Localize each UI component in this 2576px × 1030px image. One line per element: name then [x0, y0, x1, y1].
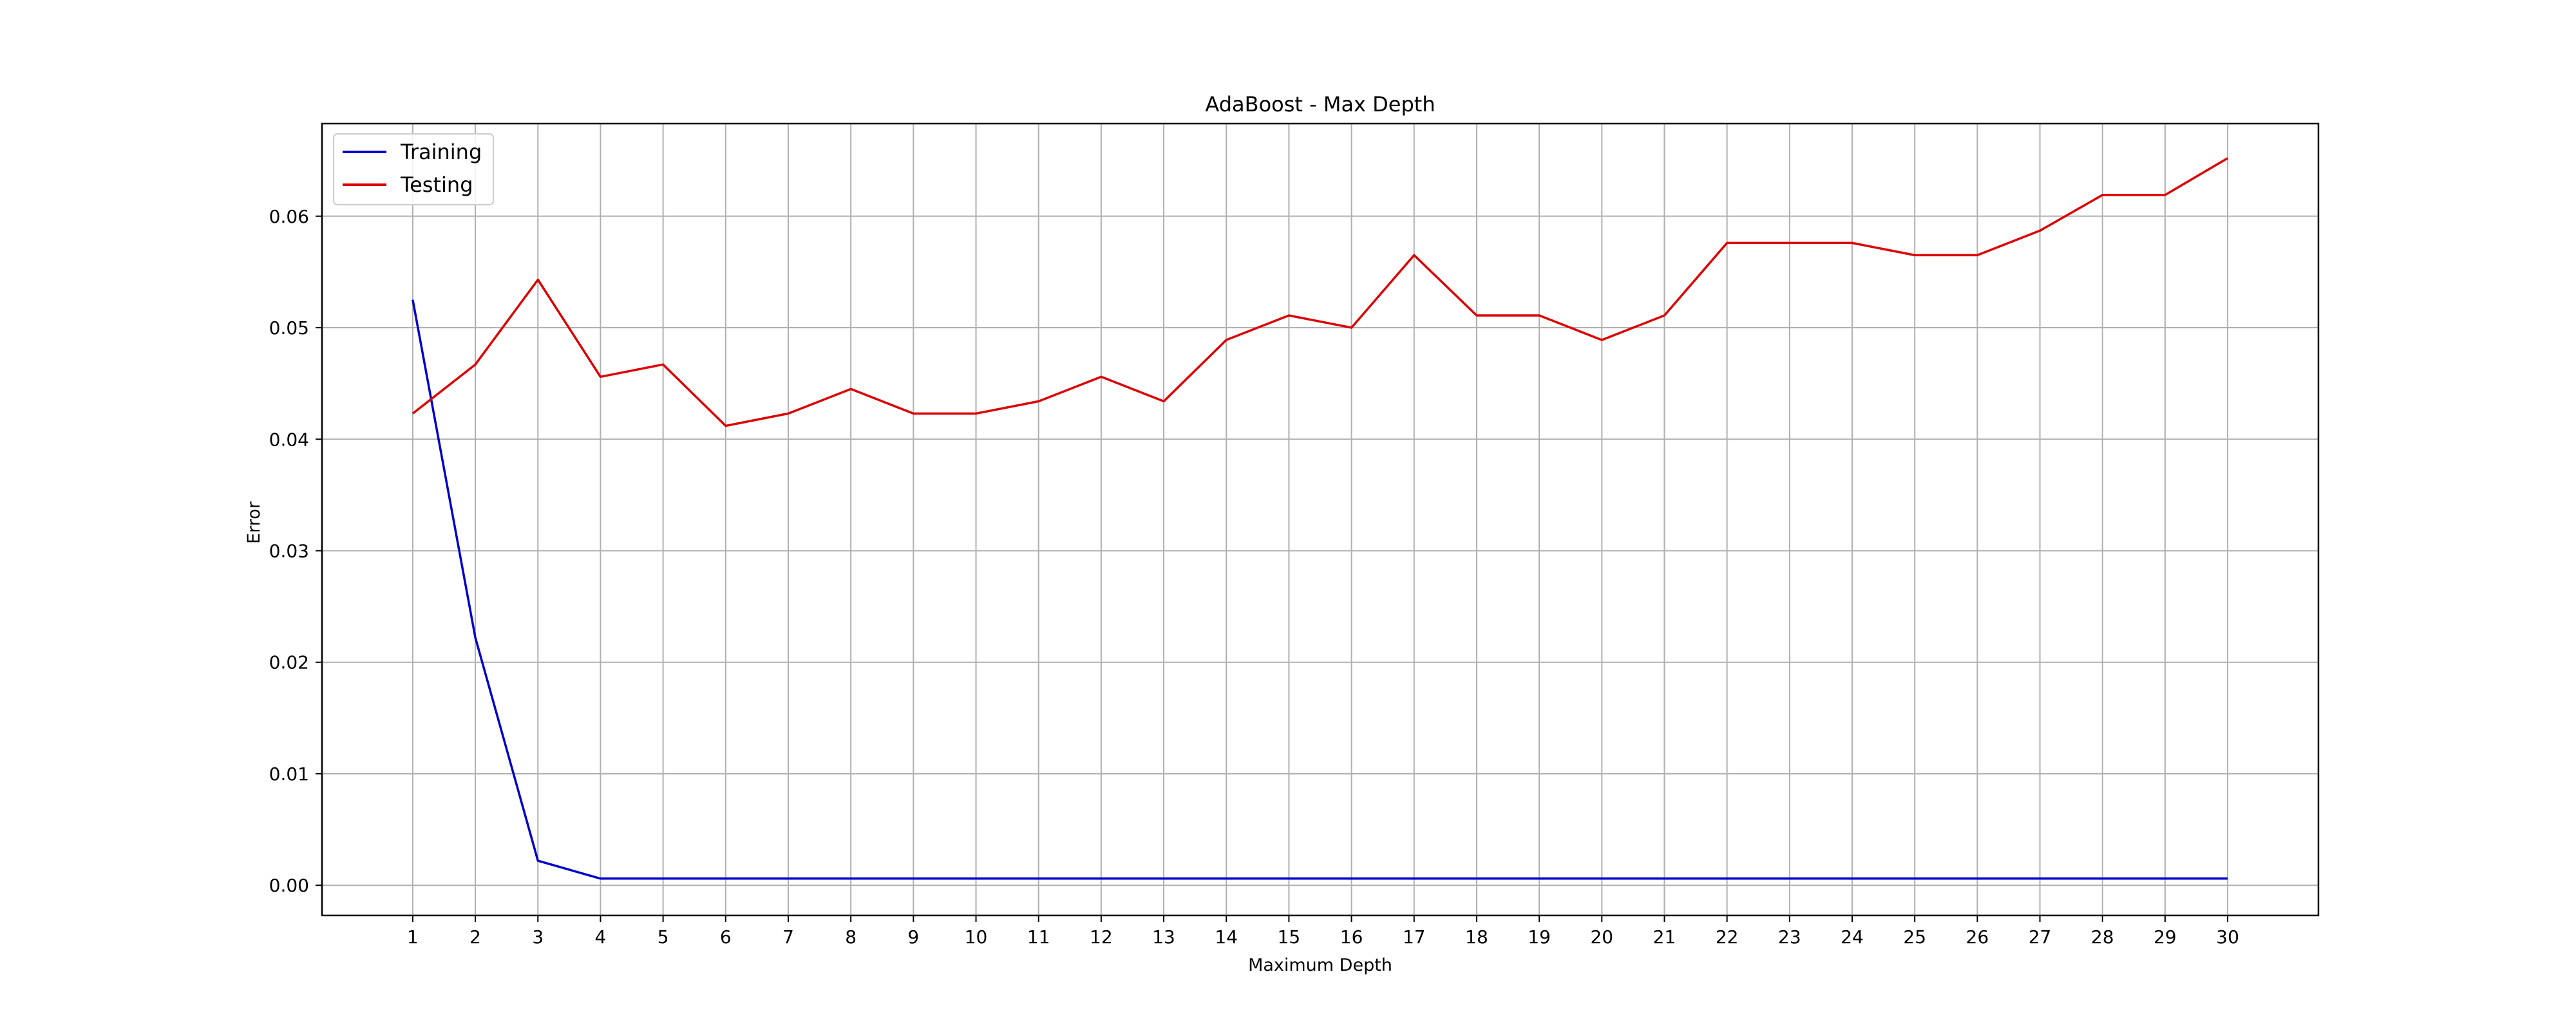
x-tick-label: 20: [1590, 926, 1613, 948]
x-tick-label: 8: [845, 926, 857, 948]
x-tick-label: 1: [407, 926, 419, 948]
x-tick-label: 30: [2216, 926, 2239, 948]
x-tick-label: 29: [2154, 926, 2177, 948]
x-tick-label: 22: [1716, 926, 1739, 948]
x-tick-label: 28: [2091, 926, 2114, 948]
legend: Training Testing: [333, 133, 494, 205]
x-tick-label: 18: [1465, 926, 1488, 948]
plot-area-frame: [321, 122, 2320, 917]
x-tick-label: 26: [1966, 926, 1989, 948]
x-tick-label: 24: [1841, 926, 1864, 948]
x-tick-label: 7: [782, 926, 794, 948]
chart-title: AdaBoost - Max Depth: [1205, 92, 1435, 117]
x-tick-label: 6: [720, 926, 732, 948]
x-tick-label: 17: [1403, 926, 1426, 948]
x-tick-label: 10: [965, 926, 988, 948]
y-axis-label: Error: [244, 501, 264, 544]
series-lines: [412, 157, 2228, 880]
x-tick-label: 11: [1027, 926, 1050, 948]
x-tick-label: 4: [595, 926, 607, 948]
x-tick-label: 25: [1903, 926, 1926, 948]
y-tick-label: 0.02: [269, 652, 309, 673]
series-line-training: [412, 299, 2228, 880]
x-tick-label: 9: [907, 926, 919, 948]
legend-label-testing: Testing: [400, 173, 473, 197]
x-axis-ticks: 1 2 3 4 5 6 7 8 9 10 11 12 13 14 15 16 17 18 19 20 21 22 23 24 2…: [407, 915, 2239, 948]
grid: [322, 124, 2318, 915]
x-tick-label: 19: [1528, 926, 1551, 948]
series-line-testing: [412, 157, 2228, 427]
x-tick-label: 21: [1653, 926, 1676, 948]
y-tick-label: 0.06: [269, 206, 309, 227]
legend-label-training: Training: [400, 140, 482, 164]
x-tick-label: 14: [1215, 926, 1238, 948]
y-tick-label: 0.05: [269, 317, 309, 339]
x-tick-label: 13: [1152, 926, 1175, 948]
x-tick-label: 15: [1278, 926, 1301, 948]
y-tick-label: 0.04: [269, 429, 309, 450]
y-tick-label: 0.03: [269, 541, 309, 562]
y-axis-ticks: 0.00 0.01 0.02 0.03 0.04 0.05 0.06: [269, 206, 322, 896]
x-tick-label: 2: [469, 926, 481, 948]
x-tick-label: 16: [1340, 926, 1363, 948]
x-tick-label: 3: [532, 926, 544, 948]
x-tick-label: 12: [1090, 926, 1113, 948]
x-tick-label: 23: [1778, 926, 1801, 948]
x-tick-label: 5: [658, 926, 669, 948]
x-axis-label: Maximum Depth: [1248, 955, 1392, 975]
y-tick-label: 0.00: [269, 875, 309, 896]
y-tick-label: 0.01: [269, 763, 309, 785]
x-tick-label: 27: [2029, 926, 2052, 948]
